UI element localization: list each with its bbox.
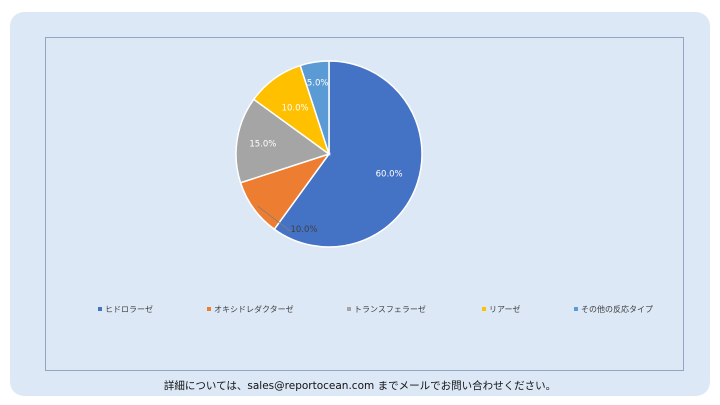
pie-slices [235,60,423,248]
legend-label-5: その他の反応タイプ [581,304,653,314]
pie-slice-1 [273,60,423,248]
legend-swatch-2 [207,307,211,311]
slice-label-4: 10.0% [282,103,309,113]
pie-slice-3 [235,98,331,184]
legend-label-2: オキシドレダクターゼ [214,304,294,314]
legend-swatch-5 [574,307,578,311]
legend-swatch-4 [482,307,486,311]
plot-area-frame [45,37,684,371]
slice-label-leader-line [257,205,292,232]
contact-footer: 詳細については、sales@reportocean.com までメールでお問い合… [163,380,557,392]
legend-label-3: トランスフェラーゼ [354,304,426,314]
legend-swatch-3 [347,307,351,311]
slice-label-2: 10.0% [290,225,317,235]
slice-label-5: 5.0% [307,78,329,88]
legend: ヒドロラーゼ オキシドレダクターゼ トランスフェラーゼ リアーゼ その他の反応タイプ [98,304,653,314]
slice-label-1: 60.0% [376,170,403,180]
slice-label-3: 15.0% [249,140,276,150]
legend-swatch-1 [98,307,102,311]
pie-slice-5 [299,60,330,155]
legend-label-1: ヒドロラーゼ [105,304,153,314]
slice-labels: 60.0% 10.0% 15.0% 10.0% 5.0% [249,78,402,235]
legend-label-4: リアーゼ [489,304,521,314]
